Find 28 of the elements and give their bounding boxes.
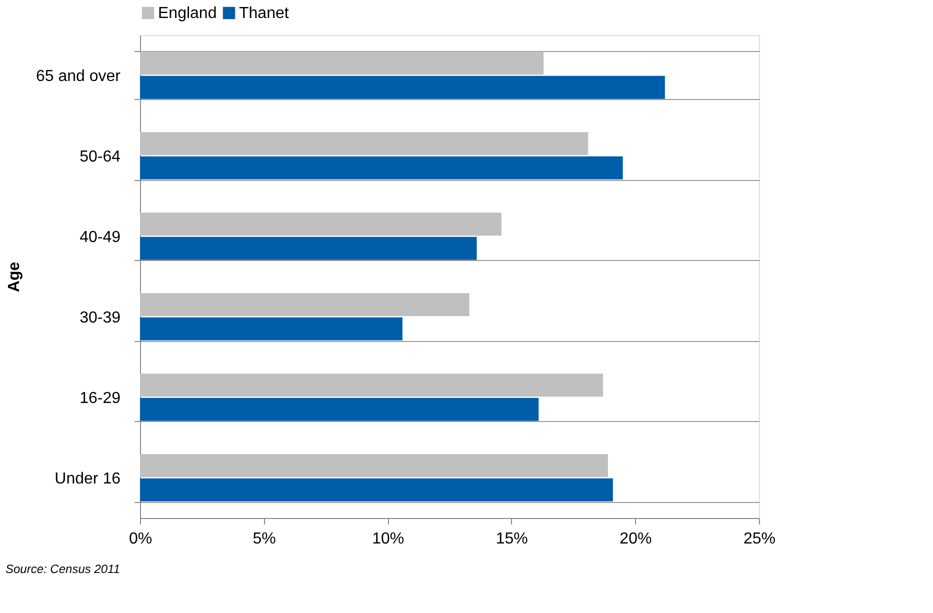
- y-tick-label: Under 16: [54, 470, 121, 488]
- bar: [140, 293, 470, 316]
- bar: [140, 236, 477, 260]
- y-tick-label: 50-64: [80, 148, 121, 166]
- x-tick-label: 15%: [496, 530, 528, 548]
- x-tick-label: 10%: [372, 530, 404, 548]
- legend-label: Thanet: [239, 5, 290, 22]
- y-tick-label: 30-39: [80, 309, 121, 326]
- x-tick-label: 5%: [252, 530, 276, 548]
- bar: [140, 398, 539, 421]
- bar: [140, 478, 613, 502]
- x-tick-label: 20%: [620, 530, 652, 548]
- y-tick-label: 65 and over: [36, 68, 122, 85]
- source-note: Source: Census 2011: [5, 562, 120, 576]
- x-tick-label: 0%: [128, 530, 152, 548]
- bar: [140, 212, 502, 236]
- bar: [140, 156, 623, 180]
- bar: [140, 52, 544, 75]
- y-axis-title: Age: [6, 262, 23, 292]
- bar: [140, 76, 665, 99]
- legend-label: England: [158, 5, 217, 22]
- x-tick-label: 25%: [743, 530, 776, 548]
- bar: [140, 374, 604, 397]
- bar: [140, 132, 588, 156]
- bar: [140, 454, 608, 478]
- y-tick-label: 40-49: [80, 228, 121, 246]
- y-tick-label: 16-29: [80, 390, 121, 407]
- bar: [140, 317, 402, 340]
